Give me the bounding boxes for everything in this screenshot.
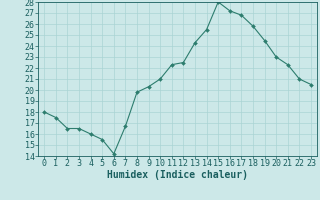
- X-axis label: Humidex (Indice chaleur): Humidex (Indice chaleur): [107, 170, 248, 180]
